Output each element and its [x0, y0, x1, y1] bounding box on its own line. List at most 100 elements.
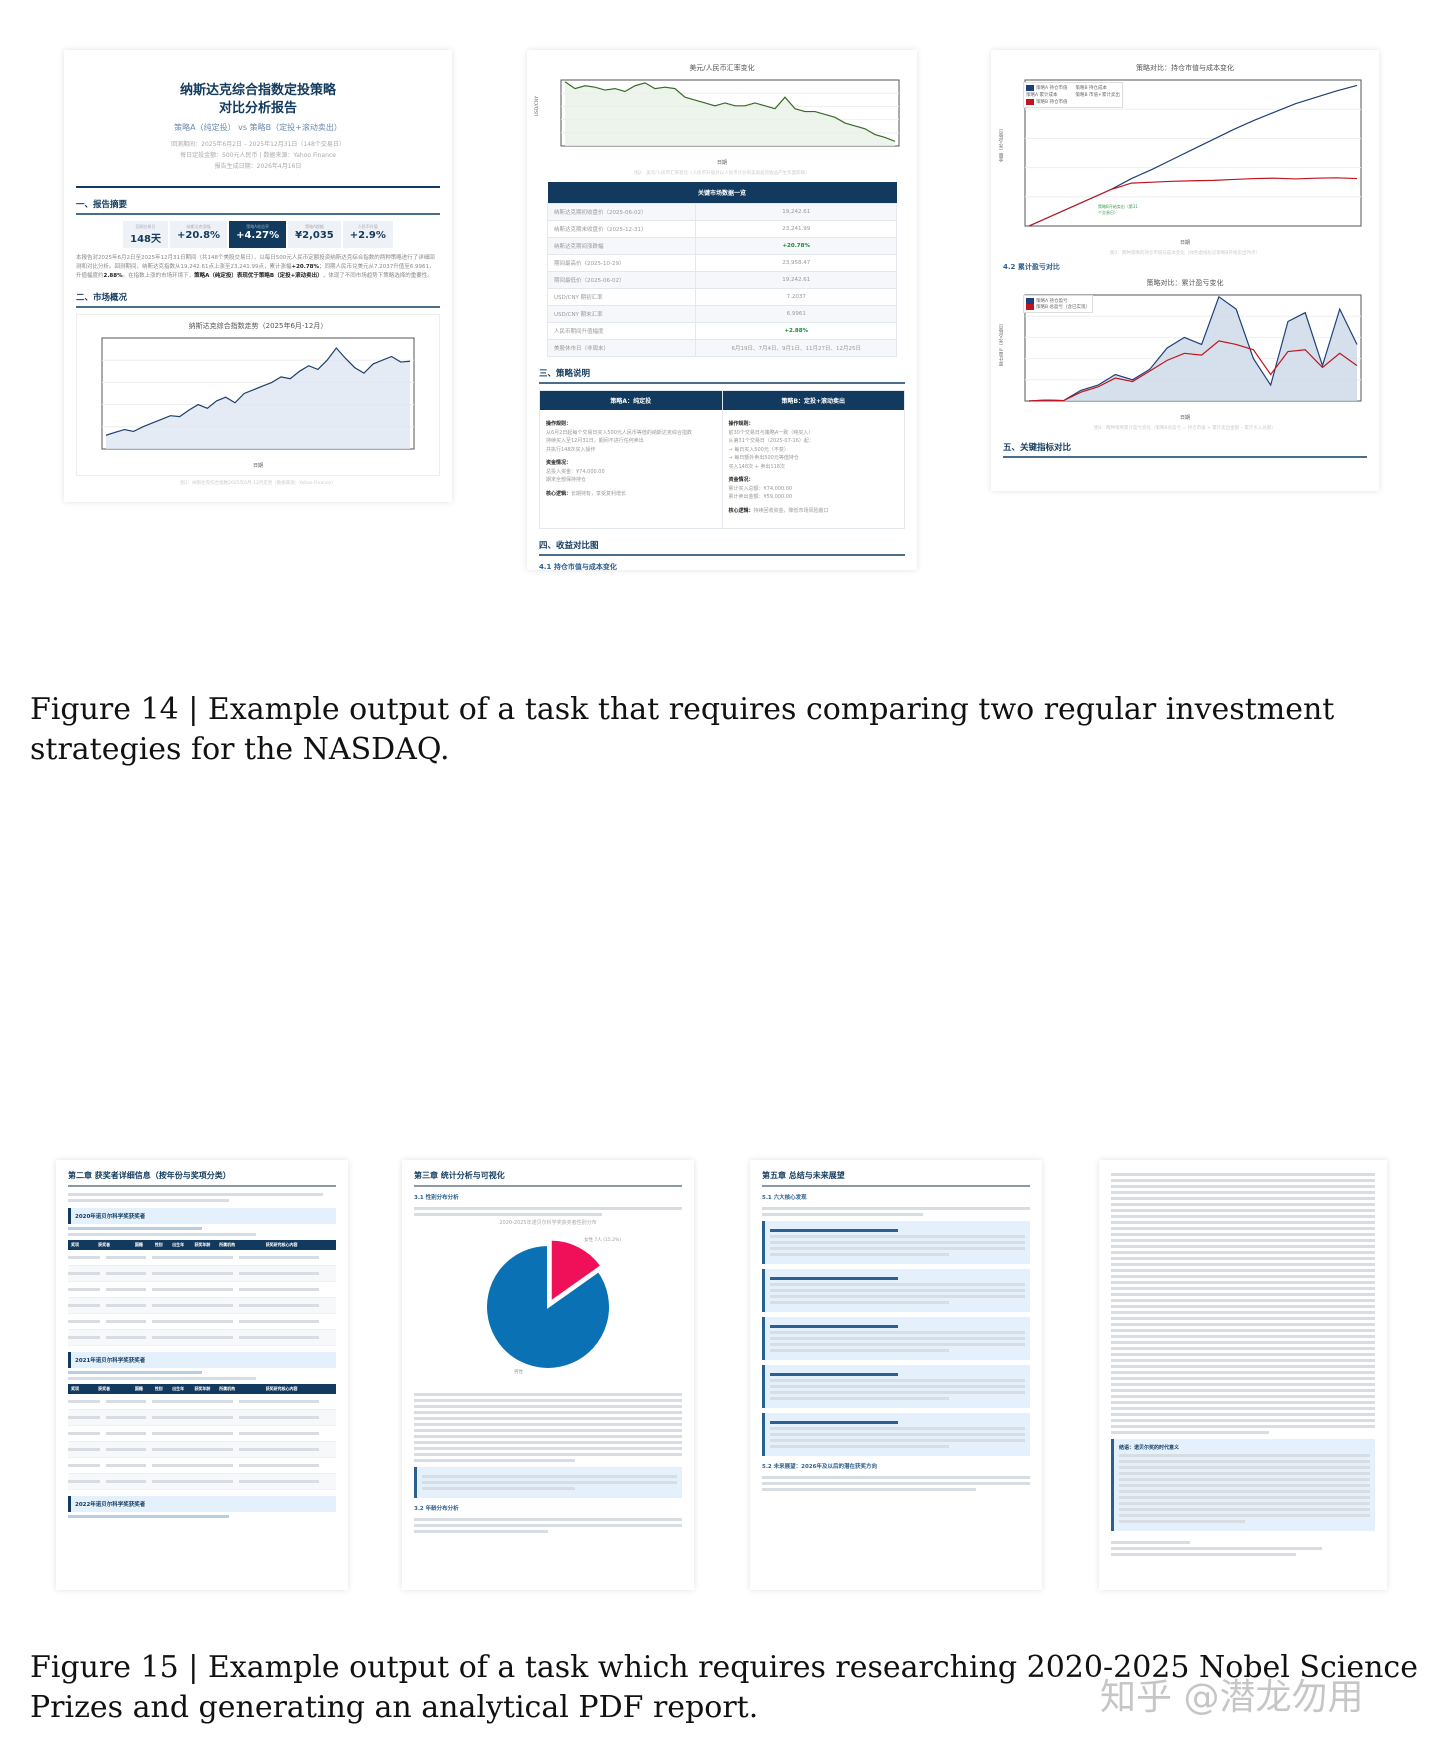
column-header: 奖项 [71, 1242, 79, 1247]
x-axis-label: 日期 [1179, 240, 1190, 246]
row-value: 19,242.61 [695, 271, 897, 289]
kpi-label: 人民币升值 [357, 224, 378, 229]
series-area [1029, 296, 1357, 401]
row-label: USD/CNY 期末汇率 [546, 305, 697, 323]
table-row [68, 1394, 336, 1410]
table-row [68, 1314, 336, 1330]
finding-box [762, 1413, 1030, 1456]
kpi-label: 回测交易日 [135, 224, 156, 229]
rules-heading: 操作规则： [728, 421, 754, 427]
chapter-2-title: 第二章 获奖者详细信息（按年份与奖项分类） [68, 1170, 336, 1187]
column-header: 获奖年龄 [194, 1242, 211, 1247]
pnl-chart-title: 策略对比：累计盈亏变化 [1146, 279, 1224, 287]
column-header: 获奖者 [98, 1386, 111, 1391]
section-market: 二、市场概况 [76, 291, 440, 308]
table-row: 人民币期间升值幅度 +2.88% [546, 322, 897, 340]
table-header: 奖项 获奖者 国籍 性别 出生年 获奖年龄 所属机构 获奖研究核心内容 [68, 1240, 336, 1250]
legend-item: 策略A 持仓盈亏 [1026, 298, 1090, 304]
row-label: 期间最高价（2025-10-29） [546, 254, 697, 272]
report-subtitle: 策略A（纯定投） vs 策略B（定投+滚动卖出） [174, 123, 342, 132]
strategy-a-title: 策略A：纯定投 [540, 391, 722, 410]
row-value: 6.9961 [695, 305, 897, 323]
row-label: 期间最低价（2025-06-02） [546, 271, 697, 289]
table-row: 美股休市日（非周末） 6月19日、7月4日、9月1日、11月27日、12月25日 [546, 339, 897, 357]
summary-paragraph: 本报告对2025年6月2日至2025年12月31日期间（共148个美股交易日），… [76, 255, 435, 279]
rule-item: 从6月2日起每个交易日买入500元人民币等值的纳斯达克综合指数 [546, 429, 692, 436]
table-header: 奖项 获奖者 国籍 性别 出生年 获奖年龄 所属机构 获奖研究核心内容 [68, 1384, 336, 1394]
series-line [564, 81, 896, 142]
fund-item: 累计买入总额：¥74,000.00 [728, 485, 793, 492]
rule-item: → 每日额外卖出500元等值持仓 [728, 455, 799, 461]
row-value: 23,241.99 [695, 220, 897, 238]
x-axis-label: 日期 [716, 160, 727, 166]
strategy-b-title: 策略B：定投+滚动卖出 [722, 391, 904, 410]
row-label: 纳斯达克期间涨跌幅 [546, 237, 697, 255]
row-label: 纳斯达克期末收盘价（2025-12-31） [546, 220, 697, 238]
column-header: 国籍 [134, 1386, 143, 1391]
legend-item: 策略B 市值+累计卖出 [1075, 93, 1120, 98]
y-axis-label: 累计盈亏（元人民币） [999, 321, 1004, 366]
table-row: USD/CNY 期末汇率 6.9961 [546, 305, 897, 323]
kpi-card: 策略A超额 ¥2,035 [288, 221, 341, 248]
table-row [68, 1410, 336, 1426]
kpi-value: ¥2,035 [295, 230, 334, 241]
row-label: 人民币期间升值幅度 [546, 322, 697, 340]
meta-3: 报告生成日期：2026年4月16日 [214, 163, 302, 170]
pie-label-male: 男性 [514, 1370, 523, 1375]
section-3-1: 3.1 性别分布分析 [414, 1195, 459, 1201]
year-2020-heading: 2020年诺贝尔科学奖获奖者 [68, 1208, 336, 1224]
section-3-2: 3.2 年龄分布分析 [414, 1506, 459, 1512]
table-row [68, 1458, 336, 1474]
pie-slice [485, 1243, 611, 1370]
kpi-card-highlight: 策略A收益率 +4.27% [229, 221, 287, 248]
series-line [1028, 177, 1358, 227]
column-header: 性别 [154, 1242, 163, 1247]
kpi-value: +20.8% [177, 230, 221, 241]
fig15-page-statistics: 第三章 统计分析与可视化 3.1 性别分布分析 2020-2025年诺贝尔科学奖… [402, 1160, 694, 1590]
column-header: 奖项 [71, 1386, 79, 1391]
finding-box [762, 1269, 1030, 1312]
fig14-report-page2: 美元/人民币汇率变化 USD/CNY 日期 图2：美元/人民币汇率变化（人民币升… [527, 50, 917, 570]
gender-pie-chart [485, 1238, 611, 1370]
kpi-card: 人民币升值 +2.9% [342, 221, 393, 248]
fx-caption: 图2：美元/人民币汇率变化（人民币升值对以人民币计价的美股投资收益产生负面影响） [634, 171, 810, 176]
legend-item: 策略A 持仓市值 [1026, 85, 1068, 91]
series-area [565, 81, 895, 146]
fx-chart-title: 美元/人民币汇率变化 [689, 64, 755, 72]
kpi-value: 148天 [130, 234, 161, 245]
chapter-3-title: 第三章 统计分析与可视化 [414, 1170, 682, 1187]
table-row: 纳斯达克期末收盘价（2025-12-31） 23,241.99 [546, 220, 897, 238]
fund-item: 总投入资金：¥74,000.00 [546, 468, 605, 475]
conclusion-heading: 结语：诺贝尔奖的时代意义 [1119, 1445, 1180, 1451]
logic-heading: 核心逻辑：持续回收资金，降低市场风险敞口 [728, 507, 829, 514]
report-title-line2: 对比分析报告 [218, 101, 297, 116]
column-header: 出生年 [172, 1386, 185, 1391]
report-title-line1: 纳斯达克综合指数定投策略 [179, 83, 336, 98]
section-5-1: 5.1 六大核心发现 [762, 1195, 807, 1201]
year-2021-heading: 2021年诺贝尔科学奖获奖者 [68, 1352, 336, 1368]
y-axis-label: USD/CNY [535, 96, 540, 117]
fx-line-chart [560, 79, 900, 147]
table-row [68, 1330, 336, 1346]
kpi-value: +4.27% [236, 230, 280, 241]
section-returns: 四、收益对比图 [539, 539, 905, 556]
rule-item: 共执行148次买入操作 [546, 446, 596, 453]
series-area [106, 348, 410, 449]
kpi-label: 策略A收益率 [246, 224, 269, 229]
table-row: 期间最低价（2025-06-02） 19,242.61 [546, 271, 897, 289]
watermark: 知乎 @潜龙勿用 [1100, 1677, 1364, 1718]
funds-heading: 资金情况： [546, 460, 572, 466]
pie-slice [549, 1238, 603, 1304]
report-title: 纳斯达克综合指数定投策略 对比分析报告 [76, 82, 440, 118]
mv-annotation: 策略B开始卖出（第31个交易日） [1098, 204, 1138, 215]
table-row: 纳斯达克期初收盘价（2025-06-02） 19,242.61 [546, 203, 897, 221]
table-row: 纳斯达克期间涨跌幅 +20.78% [546, 237, 897, 255]
x-axis-label: 日期 [1179, 415, 1190, 421]
column-header: 获奖年龄 [194, 1386, 211, 1391]
nasdaq-caption: 图1：纳斯达克综合指数2025年6月-12月走势（数据来源：Yahoo Fina… [180, 481, 336, 486]
column-header: 所属机构 [219, 1386, 236, 1391]
series-line [1028, 295, 1358, 402]
pie-label-female: 女性 7人 (15.2%) [584, 1238, 622, 1243]
meta-2: 每日定投金额：500元人民币 | 数据来源：Yahoo Finance [180, 152, 336, 159]
row-label: USD/CNY 期初汇率 [546, 288, 697, 306]
